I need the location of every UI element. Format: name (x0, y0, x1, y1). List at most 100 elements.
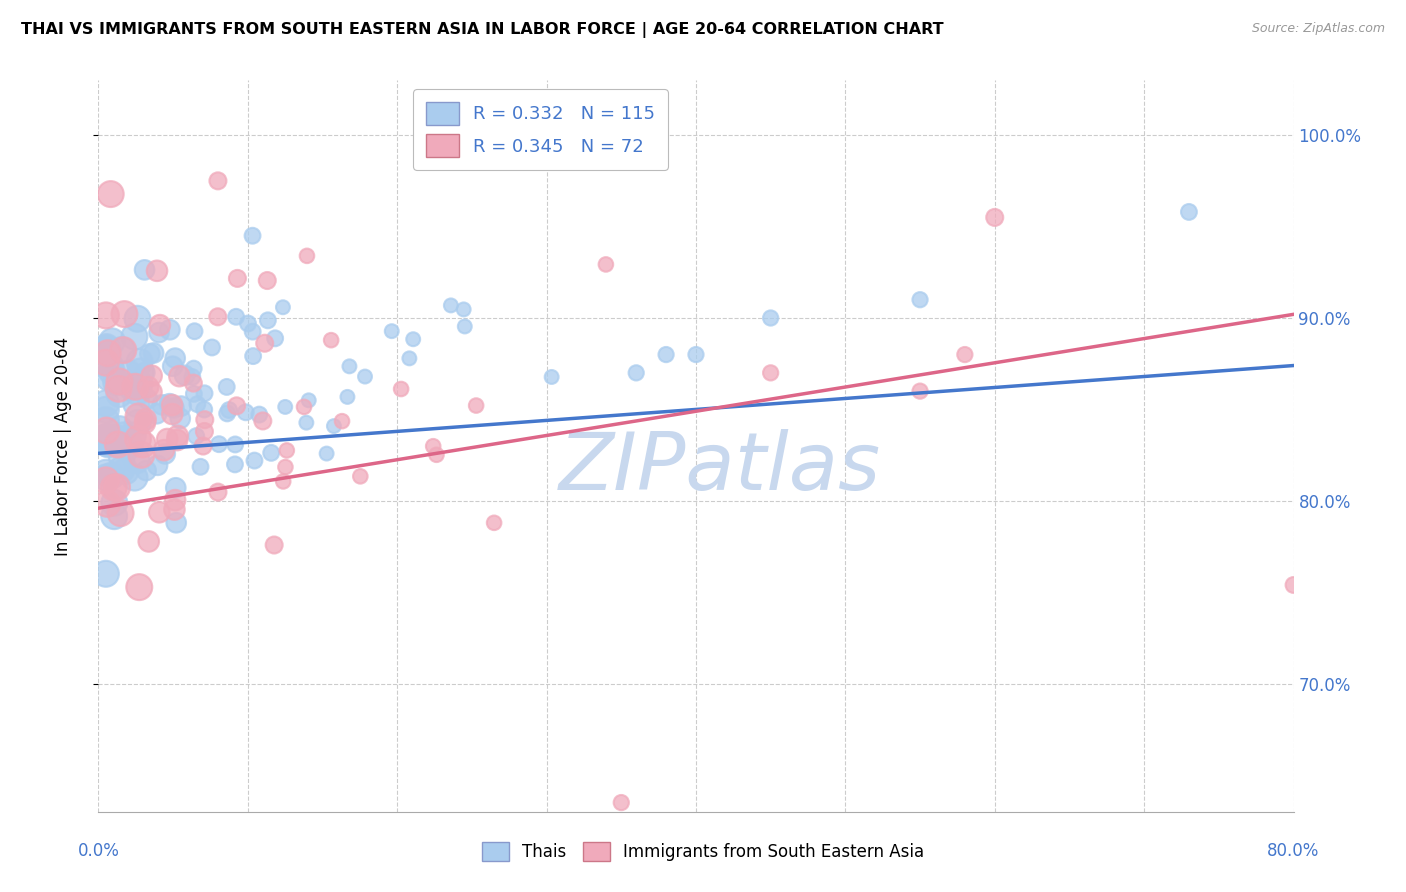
Point (207, 485, 229, 500)
Point (193, 386, 215, 401)
Point (103, 509, 125, 524)
Point (112, 343, 135, 358)
Point (121, 380, 143, 394)
Point (425, 448, 447, 462)
Point (136, 380, 159, 394)
Point (132, 437, 155, 451)
Point (193, 425, 215, 439)
Point (183, 361, 205, 376)
Point (243, 453, 266, 467)
Point (454, 319, 477, 334)
Point (124, 470, 146, 484)
Point (155, 447, 177, 461)
Y-axis label: In Labor Force | Age 20-64: In Labor Force | Age 20-64 (53, 336, 72, 556)
Point (94, 343, 117, 358)
Point (94, 402, 117, 417)
Point (105, 480, 128, 494)
Point (402, 332, 425, 346)
Point (186, 429, 208, 443)
Point (98, 359, 121, 373)
Point (131, 448, 153, 462)
Point (260, 446, 283, 460)
Point (125, 453, 148, 467)
Point (295, 249, 318, 263)
Point (162, 407, 184, 421)
Point (274, 460, 297, 475)
Point (94, 356, 117, 370)
Point (595, 257, 617, 271)
Point (264, 331, 287, 345)
Point (276, 443, 298, 458)
Point (96, 424, 118, 438)
Point (105, 431, 128, 445)
Point (170, 399, 193, 413)
Point (194, 413, 217, 427)
Point (253, 336, 276, 351)
Point (148, 505, 170, 519)
Point (242, 228, 264, 243)
Point (122, 428, 145, 442)
Point (226, 271, 249, 285)
Point (453, 302, 475, 317)
Point (295, 416, 318, 430)
Point (94, 436, 117, 450)
Point (381, 324, 404, 338)
Point (908, 384, 931, 399)
Point (166, 433, 188, 447)
Point (186, 397, 208, 411)
Point (124, 329, 146, 343)
Point (389, 382, 412, 396)
Point (315, 446, 337, 460)
Point (181, 370, 204, 384)
Point (129, 364, 152, 378)
Point (127, 384, 149, 399)
Point (110, 506, 132, 520)
Point (108, 375, 131, 389)
Point (173, 368, 195, 383)
Point (94, 470, 117, 484)
Point (274, 400, 297, 414)
Point (169, 369, 191, 384)
Point (128, 580, 150, 594)
Point (156, 432, 179, 446)
Text: 0.0%: 0.0% (77, 842, 120, 860)
Point (242, 325, 264, 339)
Point (141, 368, 163, 383)
Point (134, 416, 156, 430)
Point (94, 466, 117, 480)
Point (100, 364, 122, 378)
Point (107, 382, 129, 396)
Point (336, 390, 359, 404)
Point (271, 300, 294, 314)
Point (94, 396, 117, 410)
Point (100, 187, 122, 202)
Point (117, 367, 139, 381)
Point (759, 310, 782, 325)
Point (298, 393, 321, 408)
Point (138, 534, 160, 549)
Point (422, 439, 444, 453)
Point (953, 347, 976, 362)
Point (111, 450, 134, 464)
Point (169, 411, 191, 425)
Point (165, 481, 187, 495)
Point (540, 370, 562, 384)
Point (114, 464, 136, 478)
Point (165, 351, 187, 366)
Point (127, 311, 149, 326)
Point (128, 355, 150, 369)
Point (97, 437, 120, 451)
Point (108, 434, 131, 448)
Point (135, 464, 157, 478)
Point (252, 414, 274, 428)
Point (105, 375, 128, 389)
Point (96, 497, 118, 511)
Point (482, 516, 505, 530)
Point (183, 324, 205, 338)
Point (323, 419, 346, 434)
Point (112, 428, 135, 442)
Point (127, 416, 149, 430)
Point (145, 407, 167, 421)
Point (257, 313, 280, 327)
Point (127, 432, 149, 446)
